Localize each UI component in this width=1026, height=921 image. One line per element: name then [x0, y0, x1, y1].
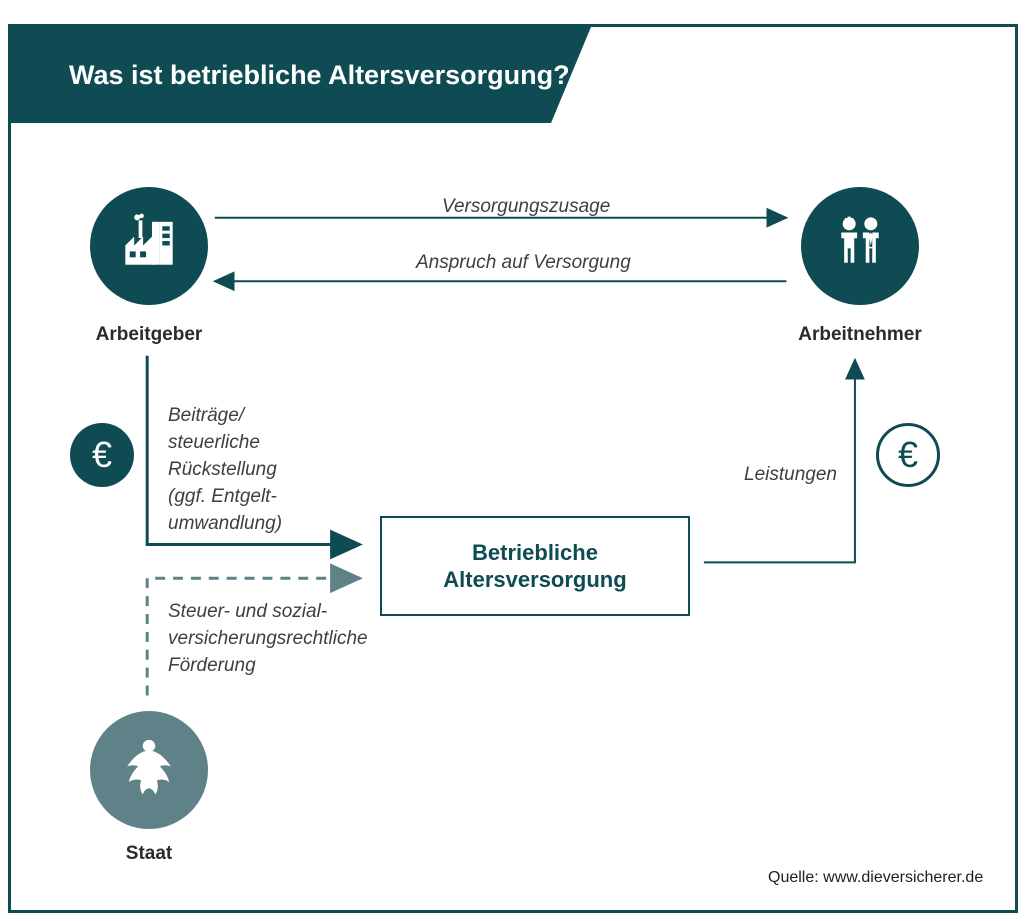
source-text: Quelle: www.dieversicherer.de [768, 869, 983, 887]
staat-node [90, 711, 208, 829]
edge-label-foerderung: Steuer- und sozial-versicherungsrechtlic… [168, 598, 368, 679]
arbeitnehmer-node [801, 187, 919, 305]
euro-icon: € [70, 423, 134, 487]
arbeitgeber-label: Arbeitgeber [69, 324, 229, 346]
edge-label-anspruch: Anspruch auf Versorgung [416, 252, 631, 274]
euro-icon: € [876, 423, 940, 487]
center-box: Betriebliche Altersversorgung [380, 516, 690, 616]
page-title: Was ist betriebliche Altersversorgung? [69, 60, 570, 91]
center-line2: Altersversorgung [443, 567, 626, 592]
people-icon [824, 208, 896, 285]
staat-label: Staat [69, 843, 229, 865]
factory-icon [112, 207, 186, 286]
edge-label-zusage: Versorgungszusage [442, 196, 610, 218]
center-line1: Betriebliche [472, 540, 598, 565]
arbeitnehmer-label: Arbeitnehmer [780, 324, 940, 346]
title-bar: Was ist betriebliche Altersversorgung? [11, 27, 591, 123]
arbeitgeber-node [90, 187, 208, 305]
edge-label-leistungen: Leistungen [744, 464, 837, 486]
eagle-icon [110, 729, 188, 812]
edge-label-beitraege: Beiträge/steuerlicheRückstellung(ggf. En… [168, 402, 282, 537]
diagram-frame: Was ist betriebliche Altersversorgung? A… [8, 24, 1018, 913]
